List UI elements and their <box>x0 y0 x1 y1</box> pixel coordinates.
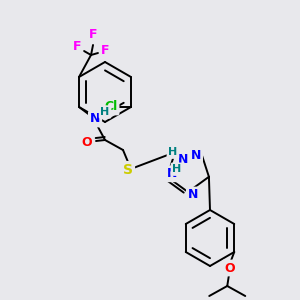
Text: N: N <box>90 112 100 125</box>
Text: H: H <box>172 164 182 174</box>
Text: F: F <box>73 40 81 53</box>
Text: O: O <box>224 262 235 275</box>
Text: F: F <box>101 44 109 56</box>
Text: N: N <box>188 188 198 202</box>
Text: S: S <box>123 163 133 177</box>
Text: Cl: Cl <box>104 100 118 113</box>
Text: H: H <box>100 107 109 117</box>
Text: F: F <box>89 28 97 41</box>
Text: H: H <box>168 147 178 157</box>
Text: N: N <box>191 149 201 162</box>
Text: O: O <box>82 136 92 148</box>
Text: N: N <box>178 153 188 166</box>
Text: N: N <box>167 167 177 180</box>
